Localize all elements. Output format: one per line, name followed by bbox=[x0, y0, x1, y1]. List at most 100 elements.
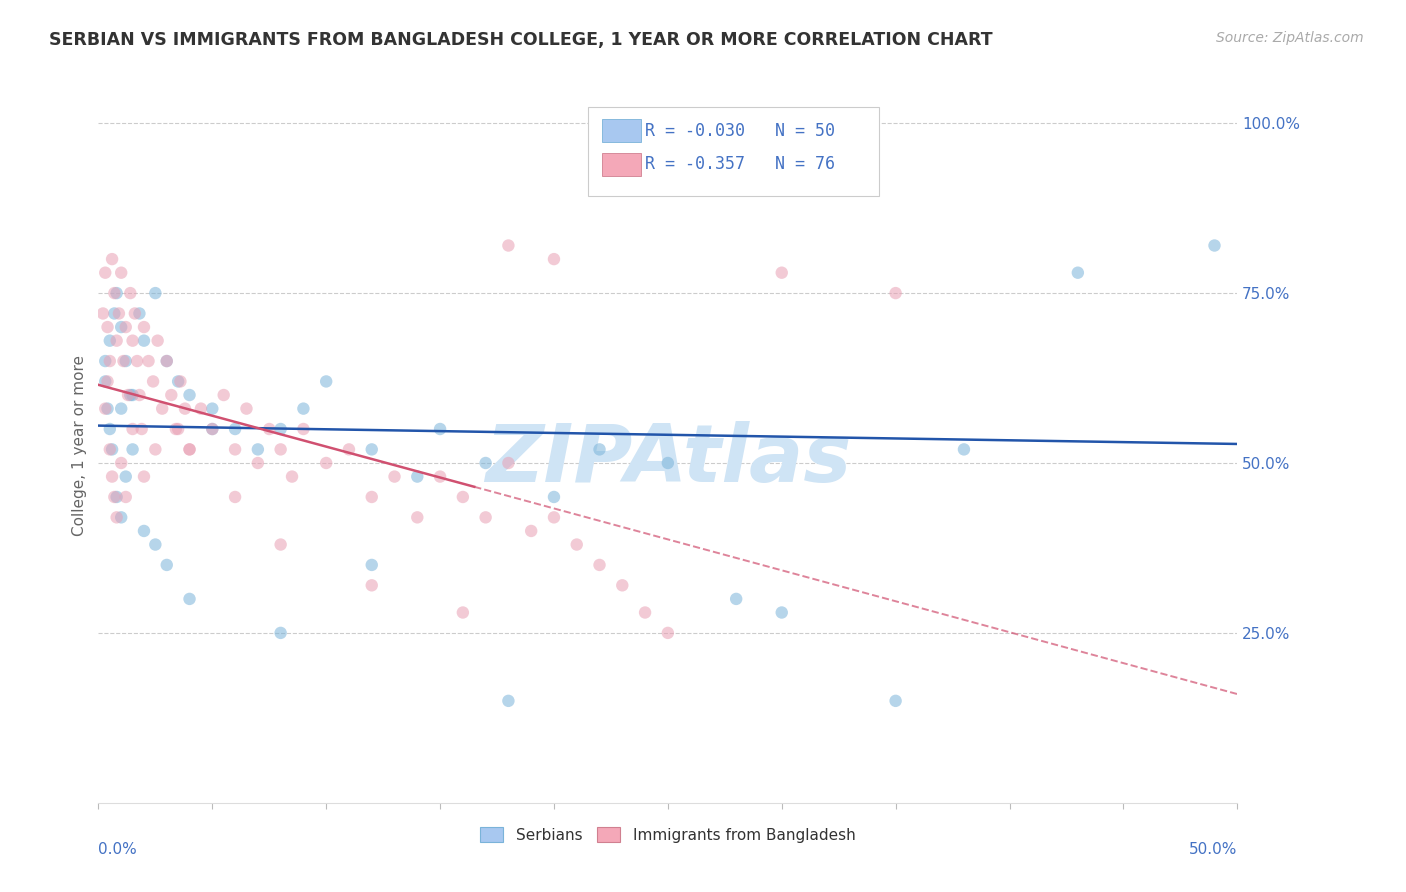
Point bbox=[128, 388, 150, 402]
Point bbox=[235, 401, 257, 416]
Point bbox=[110, 510, 132, 524]
Point bbox=[474, 456, 496, 470]
Text: R = -0.357   N = 76: R = -0.357 N = 76 bbox=[645, 155, 835, 173]
Point bbox=[498, 456, 520, 470]
Point bbox=[120, 286, 142, 301]
Point bbox=[224, 422, 246, 436]
Point bbox=[121, 442, 143, 457]
Point bbox=[201, 422, 224, 436]
Point bbox=[588, 558, 610, 572]
Point bbox=[156, 558, 179, 572]
Point bbox=[281, 469, 304, 483]
Point bbox=[131, 422, 153, 436]
Point bbox=[160, 388, 183, 402]
Point bbox=[110, 401, 132, 416]
Point bbox=[138, 354, 160, 368]
Point bbox=[565, 537, 588, 551]
Point bbox=[94, 266, 117, 280]
Point bbox=[360, 558, 382, 572]
Point bbox=[634, 606, 657, 620]
Point bbox=[169, 375, 191, 389]
Point bbox=[165, 422, 187, 436]
Point bbox=[953, 442, 976, 457]
Point bbox=[190, 401, 212, 416]
Point bbox=[108, 306, 131, 320]
Point bbox=[101, 442, 124, 457]
Y-axis label: College, 1 year or more: College, 1 year or more bbox=[72, 356, 87, 536]
Point bbox=[105, 334, 128, 348]
Point bbox=[174, 401, 197, 416]
Legend: Serbians, Immigrants from Bangladesh: Serbians, Immigrants from Bangladesh bbox=[474, 821, 862, 848]
Point bbox=[121, 388, 143, 402]
Point bbox=[429, 422, 451, 436]
Point bbox=[98, 354, 121, 368]
Point bbox=[103, 490, 125, 504]
Point bbox=[612, 578, 634, 592]
Point bbox=[337, 442, 360, 457]
Point bbox=[498, 238, 520, 252]
Point bbox=[114, 490, 136, 504]
Point bbox=[224, 490, 246, 504]
Point bbox=[429, 469, 451, 483]
Point bbox=[96, 401, 118, 416]
Point bbox=[246, 442, 269, 457]
Point bbox=[156, 354, 179, 368]
Point bbox=[1204, 238, 1226, 252]
Point bbox=[474, 510, 496, 524]
Point bbox=[145, 442, 167, 457]
Point bbox=[94, 401, 117, 416]
Point bbox=[121, 334, 143, 348]
Point bbox=[98, 334, 121, 348]
Point bbox=[167, 422, 190, 436]
Point bbox=[103, 286, 125, 301]
Point bbox=[725, 591, 748, 606]
FancyBboxPatch shape bbox=[588, 107, 879, 196]
Point bbox=[520, 524, 543, 538]
Point bbox=[315, 456, 337, 470]
Point bbox=[150, 401, 173, 416]
Point bbox=[884, 694, 907, 708]
Text: 0.0%: 0.0% bbox=[98, 842, 138, 857]
Point bbox=[103, 306, 125, 320]
Point bbox=[146, 334, 169, 348]
Point bbox=[117, 388, 139, 402]
Point bbox=[145, 286, 167, 301]
Point bbox=[588, 442, 610, 457]
Point bbox=[406, 510, 429, 524]
Point bbox=[105, 490, 128, 504]
Point bbox=[770, 266, 793, 280]
Point bbox=[246, 456, 269, 470]
Point bbox=[145, 537, 167, 551]
Point bbox=[451, 606, 474, 620]
FancyBboxPatch shape bbox=[602, 120, 641, 142]
Point bbox=[110, 320, 132, 334]
FancyBboxPatch shape bbox=[602, 153, 641, 176]
Point bbox=[498, 694, 520, 708]
Point bbox=[543, 490, 565, 504]
Point bbox=[132, 334, 155, 348]
Point bbox=[110, 266, 132, 280]
Text: R = -0.030   N = 50: R = -0.030 N = 50 bbox=[645, 121, 835, 139]
Point bbox=[91, 306, 114, 320]
Point bbox=[270, 422, 292, 436]
Point bbox=[451, 490, 474, 504]
Point bbox=[94, 375, 117, 389]
Point bbox=[270, 442, 292, 457]
Text: ZIPAtlas: ZIPAtlas bbox=[485, 421, 851, 500]
Point bbox=[270, 537, 292, 551]
Point bbox=[1067, 266, 1090, 280]
Point bbox=[224, 442, 246, 457]
Point bbox=[259, 422, 281, 436]
Point bbox=[98, 442, 121, 457]
Point bbox=[112, 354, 135, 368]
Point bbox=[167, 375, 190, 389]
Point bbox=[201, 422, 224, 436]
Point bbox=[96, 375, 118, 389]
Point bbox=[179, 591, 201, 606]
Point bbox=[884, 286, 907, 301]
Point bbox=[120, 388, 142, 402]
Point bbox=[360, 490, 382, 504]
Text: Source: ZipAtlas.com: Source: ZipAtlas.com bbox=[1216, 31, 1364, 45]
Point bbox=[543, 510, 565, 524]
Point bbox=[114, 320, 136, 334]
